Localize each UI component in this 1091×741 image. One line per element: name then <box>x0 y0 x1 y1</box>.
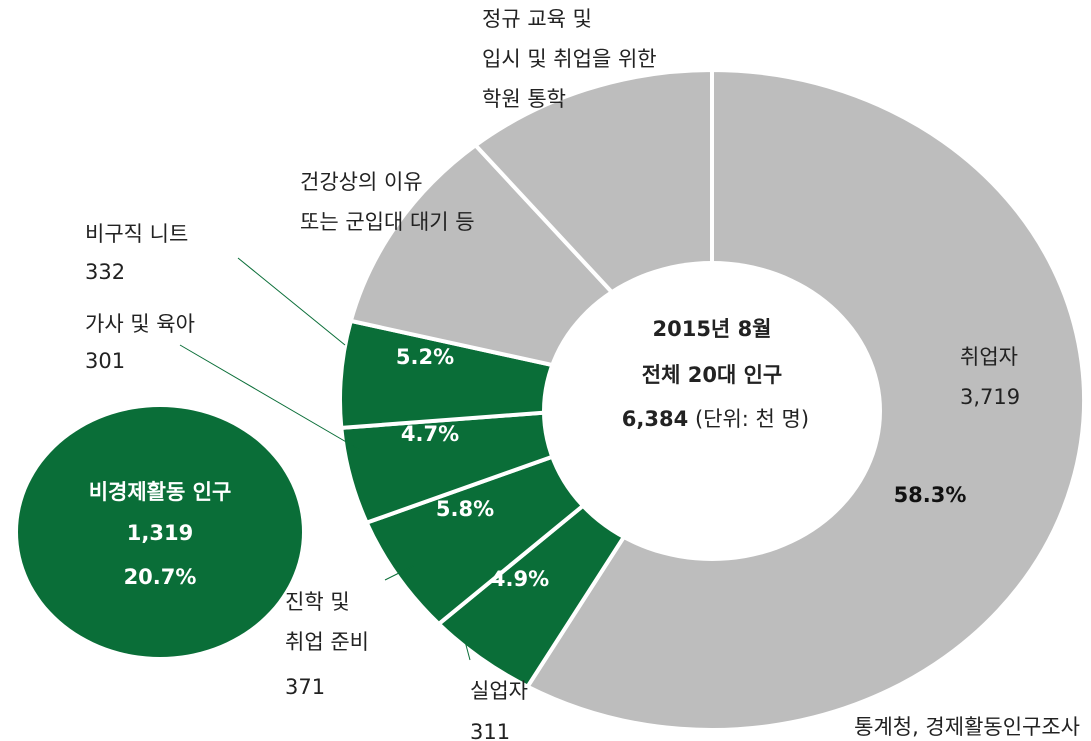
group-circle <box>18 407 302 657</box>
donut <box>338 67 1086 732</box>
value-label: 311 <box>470 720 510 741</box>
leader-line <box>179 344 361 451</box>
percent-label: 58.3% <box>894 483 967 507</box>
donut-hole <box>542 261 882 561</box>
center-title: 전체 20대 인구 <box>642 363 782 387</box>
category-label: 진학 및 취업 준비 <box>285 590 369 654</box>
percent-label: 5.2% <box>396 345 454 369</box>
leader-line <box>384 564 416 581</box>
percent-label: 4.7% <box>401 422 459 446</box>
value-label: 301 <box>85 349 125 373</box>
leader-line <box>461 629 471 661</box>
category-label: 건강상의 이유 또는 군입대 대기 등 <box>300 170 475 234</box>
value-label: 332 <box>85 260 125 284</box>
value-label: 3,719 <box>960 385 1020 409</box>
category-label: 취업자 <box>960 345 1018 369</box>
group-percent: 20.7% <box>124 565 197 589</box>
value-label: 371 <box>285 675 325 699</box>
center-date: 2015년 8월 <box>652 317 771 341</box>
center-unit: (단위: 천 명) <box>695 407 809 431</box>
percent-label: 5.8% <box>436 497 494 521</box>
leader-line <box>237 257 346 346</box>
percent-label: 4.9% <box>491 567 549 591</box>
category-label: 정규 교육 및 입시 및 취업을 위한 학원 통학 <box>482 7 657 111</box>
center-total: 6,384 <box>622 407 688 431</box>
group-value: 1,319 <box>127 521 193 545</box>
category-label: 비구직 니트 <box>85 222 188 246</box>
source: 통계청, 경제활동인구조사 <box>854 715 1080 739</box>
group-name: 비경제활동 인구 <box>89 480 232 504</box>
category-label: 실업자 <box>470 679 528 703</box>
category-label: 가사 및 육아 <box>85 312 195 336</box>
